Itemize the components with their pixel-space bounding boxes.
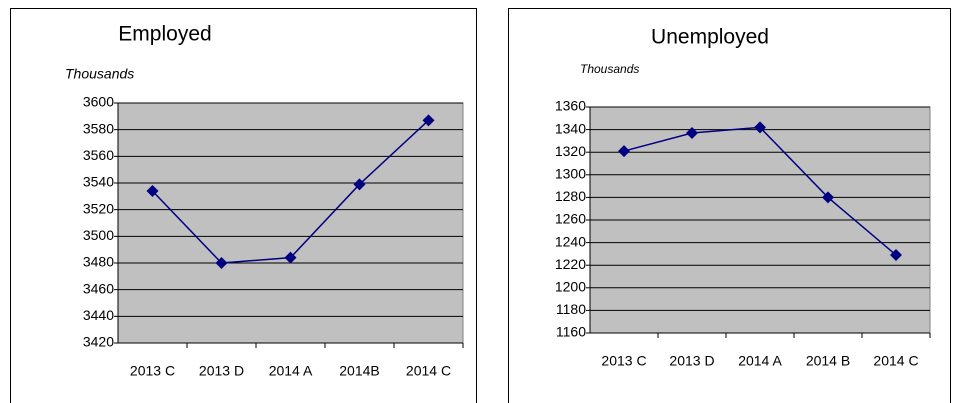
y-tick-label: 3460 — [83, 280, 114, 296]
x-tick-label: 2014 C — [873, 353, 918, 369]
y-tick-label: 3560 — [83, 147, 114, 163]
data-marker — [353, 178, 366, 191]
data-marker — [686, 126, 698, 139]
data-marker — [215, 257, 228, 269]
y-tick-label: 3580 — [83, 120, 114, 136]
x-tick-label: 2014 B — [806, 353, 850, 369]
y-tick-label: 1260 — [555, 211, 586, 227]
chart-title: Employed — [118, 23, 211, 46]
y-tick-label: 1320 — [555, 143, 586, 159]
x-tick-label: 2013 D — [199, 363, 244, 379]
x-tick-label: 2013 C — [601, 353, 646, 369]
data-marker — [754, 121, 766, 134]
y-tick-label: 1160 — [556, 324, 586, 340]
y-tick-label: 3600 — [83, 94, 114, 110]
y-tick-label: 1180 — [556, 301, 586, 317]
y-tick-label: 1240 — [555, 233, 586, 249]
x-tick-label: 2014 A — [269, 363, 313, 379]
y-tick-label: 3440 — [83, 307, 114, 323]
x-tick-label: 2013 C — [130, 363, 175, 379]
y-axis-label: Thousands — [65, 66, 134, 82]
y-tick-label: 1360 — [555, 98, 586, 114]
y-tick-label: 1200 — [555, 279, 586, 295]
data-marker — [146, 185, 159, 197]
chart-title: Unemployed — [651, 26, 769, 49]
data-marker — [822, 191, 834, 204]
data-marker — [422, 114, 435, 127]
x-tick-label: 2013 D — [669, 353, 714, 369]
y-tick-label: 1340 — [555, 120, 586, 136]
data-marker — [618, 145, 630, 158]
y-axis-label: Thousands — [580, 62, 639, 76]
y-tick-label: 1280 — [555, 188, 586, 204]
y-tick-label: 3540 — [83, 174, 114, 190]
y-tick-label: 3520 — [83, 200, 114, 216]
y-tick-label: 3420 — [83, 334, 114, 350]
y-tick-label: 1300 — [555, 166, 586, 182]
y-tick-label: 3500 — [83, 227, 114, 243]
plot-area — [117, 102, 464, 344]
y-tick-label: 3480 — [83, 254, 114, 270]
x-tick-label: 2014 C — [406, 363, 451, 379]
x-tick-label: 2014 A — [738, 353, 782, 369]
x-tick-label: 2014B — [339, 363, 379, 379]
data-marker — [284, 251, 297, 264]
y-tick-label: 1220 — [555, 256, 586, 272]
data-marker — [890, 249, 902, 262]
